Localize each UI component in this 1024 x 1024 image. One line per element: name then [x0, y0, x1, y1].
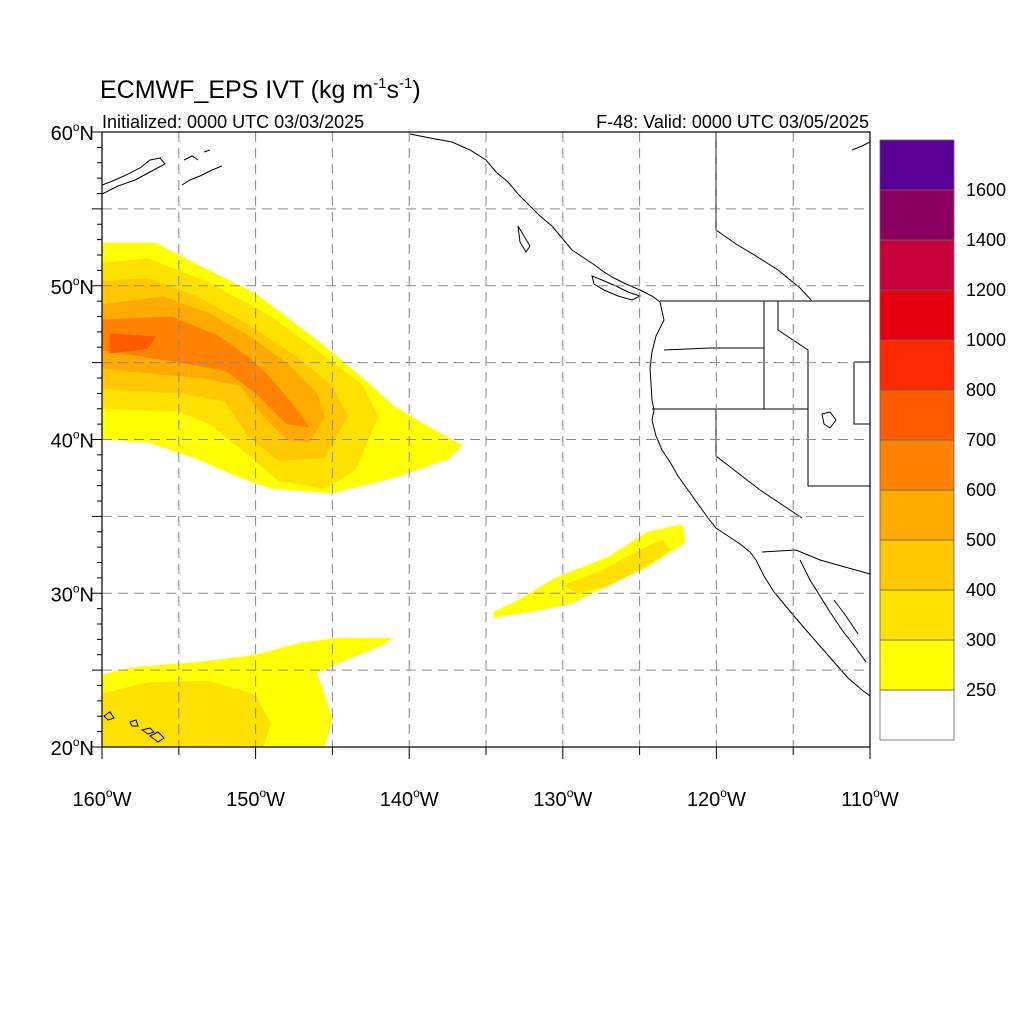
y-axis-labels: 60oN 50oN 40oN 30oN 20oN: [51, 120, 94, 760]
colorbar-label: 1600: [966, 180, 1006, 200]
colorbar-swatch: [879, 389, 955, 441]
colorbar-label: 800: [966, 380, 996, 400]
colorbar-swatch: [879, 689, 955, 741]
valid-time: F-48: Valid: 0000 UTC 03/05/2025: [596, 112, 869, 132]
border-us-mexico: [761, 549, 870, 575]
ivt-fill-layer: [102, 242, 686, 747]
colorbar-label: 1000: [966, 330, 1006, 350]
north-pacific-plume-ivt-600: [102, 316, 310, 428]
border-utah-colorado: [853, 361, 870, 425]
y-tick-label: 20oN: [51, 735, 94, 760]
hawaiian-islands: [103, 711, 165, 743]
colorbar-swatch: [879, 339, 955, 391]
colorbar-label: 1400: [966, 230, 1006, 250]
border-canada-bc-alberta: [715, 132, 813, 302]
minor-tick-layer: [92, 131, 871, 759]
alaska-peninsula-islands: [181, 149, 223, 186]
initialized-time: Initialized: 0000 UTC 03/03/2025: [102, 112, 364, 132]
colorbar-label: 700: [966, 430, 996, 450]
y-tick-label: 30oN: [51, 581, 94, 606]
colorbar-label: 250: [966, 680, 996, 700]
hudson-coastline-ne: [851, 141, 870, 151]
x-tick-label: 160oW: [73, 786, 132, 811]
subtropical-filament-ivt-300: [562, 539, 671, 594]
colorbar-swatch: [879, 589, 955, 641]
north-pacific-plume-ivt-700: [109, 333, 156, 354]
canada-coastline: [409, 133, 661, 303]
border-idaho: [763, 301, 809, 409]
colorbar-swatch: [879, 489, 955, 541]
colorbar-swatch: [879, 189, 955, 241]
chart-title: ECMWF_EPS IVT (kg m-1s-1): [100, 75, 421, 104]
subtropical-filament-ivt-250: [493, 524, 686, 618]
colorbar-label: 500: [966, 530, 996, 550]
y-tick-label: 40oN: [51, 428, 94, 453]
colorbar-swatch: [879, 439, 955, 491]
great-salt-lake: [821, 411, 837, 429]
colorbar-label: 300: [966, 630, 996, 650]
y-tick-label: 50oN: [51, 274, 94, 299]
coastline-layer: [102, 132, 870, 743]
x-tick-label: 150oW: [226, 786, 285, 811]
colorbar-label: 1200: [966, 280, 1006, 300]
grid-layer: [102, 132, 870, 747]
border-california-nevada: [715, 409, 803, 519]
colorbar-swatch: [879, 639, 955, 691]
colorbar-swatch: [879, 239, 955, 291]
border-washington-oregon: [663, 347, 764, 351]
x-tick-label: 140oW: [380, 786, 439, 811]
canada-islands: [517, 225, 642, 301]
colorbar-swatch: [879, 139, 955, 191]
colorbar-label: 600: [966, 480, 996, 500]
hawaii-band-ivt-300: [102, 680, 271, 747]
colorbar: 250 300 400 500 600 700 800 1000 1200 1400 1600: [879, 139, 1006, 741]
alaska-coastline: [102, 157, 166, 195]
colorbar-label: 400: [966, 580, 996, 600]
colorbar-swatch: [879, 539, 955, 591]
x-tick-label: 110oW: [841, 786, 899, 811]
colorbar-swatch: [879, 289, 955, 341]
x-tick-label: 130oW: [533, 786, 592, 811]
baja-coastline: [755, 559, 870, 697]
us-west-coastline: [649, 301, 757, 561]
plot-frame: [101, 131, 871, 748]
y-tick-label: 60oN: [51, 120, 94, 145]
x-axis-labels: 160oW 150oW 140oW 130oW 120oW 110oW: [73, 786, 899, 811]
x-tick-label: 120oW: [687, 786, 746, 811]
border-nevada-utah: [807, 409, 870, 487]
